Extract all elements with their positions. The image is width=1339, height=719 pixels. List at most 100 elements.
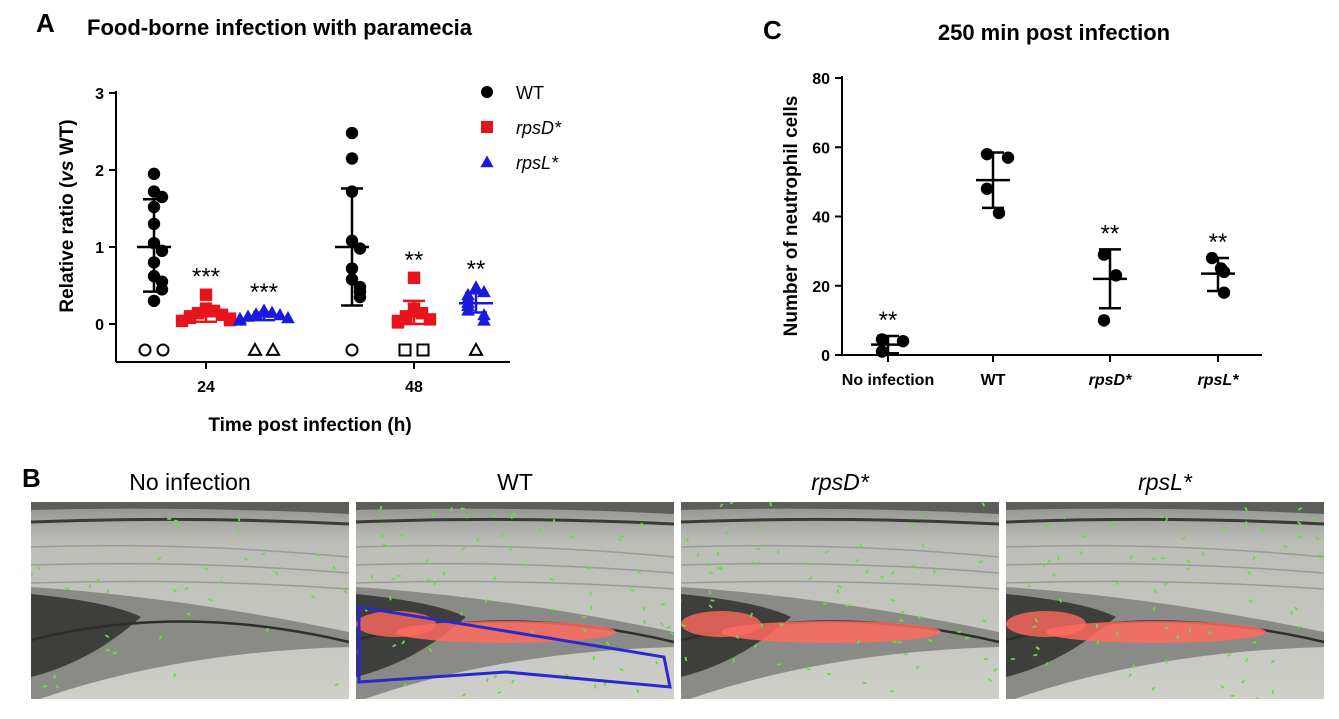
neutrophil-dot <box>593 684 597 689</box>
data-point-triangle <box>233 313 247 326</box>
neutrophil-dot <box>900 610 905 615</box>
neutrophil-dot <box>1252 556 1256 561</box>
neutrophil-dot <box>592 656 595 661</box>
neutrophil-dot <box>442 571 446 576</box>
neutrophil-dot <box>750 612 754 618</box>
neutrophil-dot <box>856 640 861 645</box>
neutrophil-dot <box>509 514 514 520</box>
neutrophil-dot <box>807 562 813 566</box>
neutrophil-dot <box>889 689 895 693</box>
neutrophil-dot <box>1151 686 1156 691</box>
data-point-circle <box>875 345 889 358</box>
neutrophil-dot <box>167 517 172 520</box>
neutrophil-dot <box>275 571 279 576</box>
neutrophil-dot <box>1096 640 1099 645</box>
neutrophil-dot <box>637 569 642 574</box>
neutrophil-dot <box>1297 521 1302 525</box>
neutrophil-dot <box>310 594 316 599</box>
data-point-circle <box>1001 151 1015 164</box>
neutrophil-dot <box>720 566 723 571</box>
open-marker-triangle <box>247 341 263 356</box>
neutrophil-dot <box>1297 625 1302 628</box>
neutrophil-dot <box>590 605 593 610</box>
bacteria-fluorescence <box>1046 621 1266 643</box>
neutrophil-dot <box>1227 652 1232 658</box>
somite-line <box>681 580 999 590</box>
neutrophil-dot <box>186 612 191 616</box>
neutrophil-dot <box>1164 626 1170 630</box>
neutrophil-dot <box>862 681 867 684</box>
neutrophil-dot <box>717 551 720 557</box>
neutrophil-dot <box>95 578 100 583</box>
chart-a-y-tick-label: 0 <box>95 317 104 334</box>
neutrophil-dot <box>932 569 936 574</box>
data-point-triangle <box>477 313 491 326</box>
significance-label: ** <box>1101 220 1120 247</box>
neutrophil-dot <box>523 564 528 567</box>
open-marker-square <box>398 343 412 357</box>
neutrophil-dot <box>660 603 666 606</box>
microscopy-image-2: WT <box>356 469 674 699</box>
somite-line <box>1006 580 1324 590</box>
neutrophil-dot <box>1163 582 1169 586</box>
neutrophil-dot <box>586 566 591 570</box>
neutrophil-dot <box>551 608 556 611</box>
neutrophil-dot <box>660 622 664 627</box>
neutrophil-dot <box>1221 526 1226 531</box>
neutrophil-dot <box>55 684 60 689</box>
neutrophil-dot <box>855 558 860 563</box>
neutrophil-dot <box>993 667 998 672</box>
neutrophil-dot <box>921 543 925 548</box>
neutrophil-dot <box>1115 580 1120 586</box>
neutrophil-dot <box>401 640 406 645</box>
neutrophil-dot <box>619 668 624 672</box>
open-marker-triangle <box>468 341 484 356</box>
neutrophil-dot <box>642 606 646 611</box>
neutrophil-dot <box>1310 516 1316 521</box>
notochord-line <box>356 517 674 526</box>
neutrophil-dot <box>710 599 715 602</box>
neutrophil-dot <box>491 515 497 518</box>
neutrophil-dot <box>173 673 177 678</box>
chart-a-y-tick-label: 1 <box>95 240 104 257</box>
neutrophil-dot <box>880 575 884 580</box>
neutrophil-dot <box>173 519 179 523</box>
neutrophil-dot <box>396 574 401 578</box>
neutrophil-dot <box>460 611 463 616</box>
data-point-circle <box>1109 269 1123 282</box>
neutrophil-dot <box>266 627 269 633</box>
neutrophil-dot <box>983 657 989 661</box>
neutrophil-dot <box>707 562 710 567</box>
data-point-circle <box>147 294 161 308</box>
data-point-circle <box>1097 314 1111 327</box>
legend-marker-square <box>481 121 493 133</box>
data-point-circle <box>1217 286 1231 299</box>
chart-c-marks: ** ** ** <box>871 147 1235 358</box>
dorsal-edge <box>1006 502 1324 514</box>
neutrophil-dot <box>837 584 842 589</box>
neutrophil-dot <box>897 641 902 644</box>
data-point-triangle <box>281 311 295 324</box>
chart-a-axes: 0 1 2 3 24 48 <box>95 86 510 396</box>
neutrophil-dot <box>388 596 392 601</box>
neutrophil-dot <box>981 502 986 507</box>
legend-label: rpsD* <box>516 118 562 138</box>
neutrophil-dot <box>777 549 780 554</box>
neutrophil-dot <box>261 552 266 556</box>
neutrophil-dot <box>911 565 916 568</box>
neutrophil-dot <box>1165 516 1169 522</box>
neutrophil-dot <box>1244 506 1248 512</box>
chart-c-axes: 0 20 40 60 80 No infection WT rpsD* rpsL* <box>812 71 1262 389</box>
neutrophil-dot <box>1035 646 1040 651</box>
neutrophil-dot <box>501 532 504 537</box>
neutrophil-dot <box>106 589 109 594</box>
image-title: No infection <box>129 469 250 495</box>
neutrophil-dot <box>1160 557 1166 560</box>
open-marker-circle <box>156 343 170 357</box>
neutrophil-dot <box>1318 554 1323 557</box>
neutrophil-dot <box>570 535 575 540</box>
neutrophil-dot <box>381 515 386 520</box>
data-point-square <box>175 314 189 328</box>
neutrophil-dot <box>1247 571 1252 576</box>
neutrophil-dot <box>836 589 840 594</box>
